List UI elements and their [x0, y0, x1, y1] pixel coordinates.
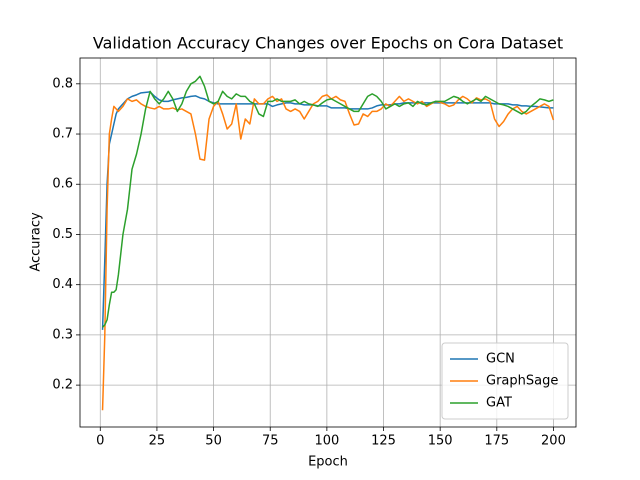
x-tick-label: 150 [428, 434, 453, 449]
x-axis-label: Epoch [308, 455, 348, 470]
y-tick-label: 0.6 [52, 177, 73, 192]
y-tick-label: 0.3 [52, 327, 73, 342]
plot-frame [79, 57, 577, 428]
series-line [101, 91, 554, 330]
x-tick-label: 25 [149, 434, 166, 449]
x-tick-label: 175 [484, 434, 509, 449]
x-tick-label: 75 [262, 434, 279, 449]
y-axis-label: Accuracy [29, 212, 44, 272]
y-tick-label: 0.4 [52, 277, 73, 292]
legend-box [441, 342, 569, 420]
y-tick-label: 0.7 [52, 127, 73, 142]
legend-label: GCN [486, 352, 515, 367]
y-tick-label: 0.8 [52, 76, 73, 91]
x-tick-label: 100 [314, 434, 339, 449]
y-tick-label: 0.5 [52, 227, 73, 242]
x-tick-label: 50 [205, 434, 222, 449]
chart-title: Validation Accuracy Changes over Epochs … [93, 34, 563, 53]
series-line [101, 75, 554, 328]
legend-label: GAT [486, 396, 512, 411]
x-tick-label: 200 [541, 434, 566, 449]
x-tick-label: 125 [371, 434, 396, 449]
x-tick-label: 0 [96, 434, 104, 449]
legend-label: GraphSage [486, 374, 558, 389]
y-tick-label: 0.2 [52, 378, 73, 393]
